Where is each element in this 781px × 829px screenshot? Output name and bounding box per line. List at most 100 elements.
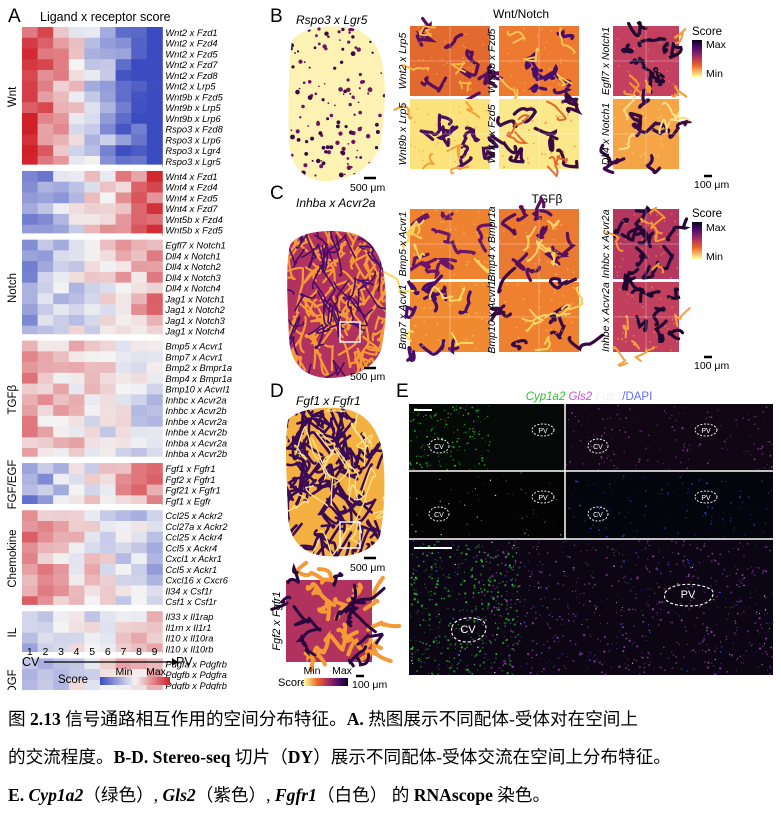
heatmap-cell [37, 91, 54, 103]
heatmap-cell [53, 261, 70, 273]
heatmap-row-label: Il34 x Csf1r [165, 586, 213, 596]
heatmap-cell [146, 632, 163, 644]
heatmap-cell [115, 448, 132, 460]
heatmap-cell [115, 542, 132, 554]
heatmap-cell [22, 80, 38, 92]
heatmap-cell [131, 293, 148, 305]
heatmap-cell [100, 574, 116, 586]
heatmap-group-label: IL [7, 627, 19, 637]
heatmap-cell [53, 59, 70, 71]
heatmap-cell [68, 510, 85, 522]
heatmap-row-label: Inhba x Acvr2a [165, 438, 227, 448]
heatmap-cell [84, 574, 101, 586]
heatmap-cell [84, 224, 101, 236]
heatmap-cell [37, 658, 54, 670]
heatmap-cell [84, 463, 101, 475]
heatmap-row-label: Csf1 x Csf1r [165, 597, 217, 607]
heatmap-cell [22, 340, 38, 352]
heatmap-cell [146, 521, 163, 533]
heatmap-cell [84, 510, 101, 522]
heatmap-row-label: Pdgfb x Pdgfrb [165, 681, 227, 690]
heatmap-cell [115, 134, 132, 146]
caption-segment: （紫色）, [195, 785, 275, 805]
heatmap-cell [84, 59, 101, 71]
heatmap-cell [22, 156, 38, 168]
heatmap-cell [115, 239, 132, 251]
heatmap-cell [68, 553, 85, 565]
heatmap-cell [100, 70, 116, 82]
heatmap-cell [115, 192, 132, 204]
heatmap-cell [146, 553, 163, 565]
heatmap-cell [53, 250, 70, 262]
zoom-tile-label: Wnt9b x Lrp5 [397, 103, 409, 166]
legend-entry: Gls2 [569, 391, 593, 403]
heatmap-cell [68, 658, 85, 670]
heatmap-row-label: Dll4 x Notch1 [165, 251, 220, 261]
heatmap-cell [84, 621, 101, 634]
heatmap-cell [68, 181, 85, 193]
heatmap-row-label: Wnt9b x Lrp5 [165, 103, 221, 113]
heatmap-cell [53, 351, 70, 363]
heatmap-cell [84, 351, 101, 363]
heatmap-cell [53, 145, 70, 157]
heatmap-cell [115, 102, 132, 114]
heatmap-row-label: Cxcl16 x Cxcr6 [165, 576, 228, 586]
legend-entry: / [565, 391, 569, 403]
heatmap-cell [115, 37, 132, 49]
heatmap-cell [131, 27, 148, 39]
heatmap-cell [22, 643, 38, 655]
heatmap-cell [37, 426, 54, 438]
heatmap-cell [84, 340, 101, 352]
heatmap-row-label: Inhbc x Acvr2b [165, 406, 226, 416]
heatmap-cell [68, 48, 85, 60]
caption-segment: RNAscope [413, 785, 493, 805]
heatmap-cell [84, 271, 101, 284]
heatmap-cell [131, 181, 148, 193]
heatmap-cell [131, 521, 148, 533]
heatmap-cell [68, 448, 85, 460]
heatmap-cell [100, 113, 116, 125]
heatmap-cell [37, 362, 54, 374]
zoom-tile-label: Inhbc x Acvr2a [600, 209, 612, 278]
heatmap-cell [68, 362, 85, 374]
heatmap-cell [53, 621, 70, 634]
cv-outline-large [451, 617, 487, 643]
heatmap-cell [131, 574, 148, 586]
heatmap-cell [146, 405, 163, 417]
heatmap-cell [131, 261, 148, 273]
heatmap-cell [115, 351, 132, 363]
colorbar-c-title: Score [692, 208, 722, 220]
heatmap-cell [146, 448, 163, 460]
heatmap-cell [84, 325, 101, 337]
heatmap-cell [146, 123, 163, 135]
zoom-tile-label: Bmp7 x Acvr1 [397, 285, 409, 350]
heatmap-cell [146, 304, 163, 316]
heatmap-cell [131, 510, 148, 522]
cv-label-3: CV [434, 512, 444, 519]
heatmap-cell [53, 448, 70, 460]
heatmap-cell [115, 611, 132, 623]
heatmap-cell [53, 643, 70, 655]
heatmap-row-label: Wnt5b x Fzd4 [165, 215, 222, 225]
heatmap-cell [22, 596, 38, 608]
heatmap-cell [146, 314, 163, 327]
heatmap-cell [53, 495, 70, 507]
heatmap-cell [53, 574, 70, 586]
heatmap-cell [53, 102, 70, 114]
heatmap-cell [22, 564, 38, 576]
heatmap-cell [100, 123, 116, 135]
heatmap-cell [84, 192, 101, 204]
heatmap-cell [146, 495, 163, 507]
heatmap-cell [131, 192, 148, 204]
heatmap-row-label: Ccl25 x Ackr2 [165, 511, 223, 521]
heatmap-cell [115, 632, 132, 644]
heatmap-cell [115, 224, 132, 236]
heatmap-cell [115, 181, 132, 193]
heatmap-cell [53, 170, 70, 183]
heatmap-cell [84, 495, 101, 507]
heatmap-cell [37, 415, 54, 427]
heatmap-cell [37, 669, 54, 681]
heatmap-cell [22, 325, 38, 337]
heatmap-cell [131, 658, 148, 670]
heatmap-cell [53, 113, 70, 125]
